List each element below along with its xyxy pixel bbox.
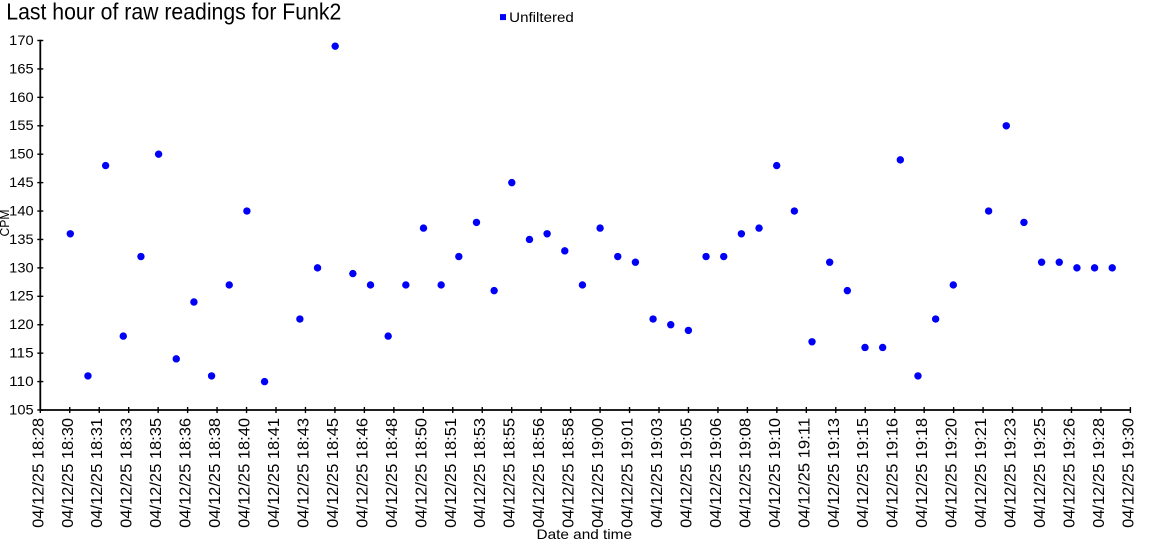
svg-text:04/12/25 19:03: 04/12/25 19:03: [649, 418, 666, 528]
svg-text:04/12/25 18:40: 04/12/25 18:40: [237, 418, 254, 528]
svg-text:04/12/25 18:46: 04/12/25 18:46: [354, 418, 371, 528]
svg-text:04/12/25 18:38: 04/12/25 18:38: [207, 418, 224, 528]
svg-text:105: 105: [9, 401, 34, 417]
svg-text:04/12/25 18:30: 04/12/25 18:30: [60, 418, 77, 528]
svg-text:04/12/25 18:31: 04/12/25 18:31: [89, 418, 106, 528]
svg-text:130: 130: [9, 259, 34, 275]
svg-text:04/12/25 19:28: 04/12/25 19:28: [1091, 418, 1108, 528]
svg-text:04/12/25 18:45: 04/12/25 18:45: [325, 418, 342, 528]
svg-text:04/12/25 18:43: 04/12/25 18:43: [295, 418, 312, 528]
svg-text:04/12/25 18:53: 04/12/25 18:53: [472, 418, 489, 528]
svg-text:04/12/25 18:33: 04/12/25 18:33: [119, 418, 136, 528]
svg-text:04/12/25 19:05: 04/12/25 19:05: [678, 418, 695, 528]
svg-text:04/12/25 18:55: 04/12/25 18:55: [502, 418, 519, 528]
svg-text:04/12/25 19:00: 04/12/25 19:00: [590, 418, 607, 528]
svg-text:04/12/25 18:35: 04/12/25 18:35: [148, 418, 165, 528]
svg-text:04/12/25 18:48: 04/12/25 18:48: [384, 418, 401, 528]
svg-text:04/12/25 19:01: 04/12/25 19:01: [620, 418, 637, 528]
svg-text:04/12/25 19:20: 04/12/25 19:20: [944, 418, 961, 528]
svg-text:04/12/25 19:15: 04/12/25 19:15: [855, 418, 872, 528]
svg-text:04/12/25 18:28: 04/12/25 18:28: [30, 418, 47, 528]
svg-text:125: 125: [9, 288, 34, 304]
svg-text:140: 140: [9, 202, 34, 218]
svg-text:150: 150: [9, 146, 34, 162]
svg-text:04/12/25 19:21: 04/12/25 19:21: [973, 418, 990, 528]
svg-text:Unfiltered: Unfiltered: [509, 10, 574, 25]
svg-text:04/12/25 19:30: 04/12/25 19:30: [1120, 418, 1137, 528]
svg-text:04/12/25 18:58: 04/12/25 18:58: [561, 418, 578, 528]
svg-text:04/12/25 19:11: 04/12/25 19:11: [796, 418, 813, 528]
svg-text:120: 120: [9, 316, 34, 332]
svg-text:Last hour of raw readings for: Last hour of raw readings for Funk2: [6, 0, 341, 25]
svg-text:04/12/25 18:41: 04/12/25 18:41: [266, 418, 283, 528]
svg-text:04/12/25 19:13: 04/12/25 19:13: [826, 418, 843, 528]
svg-text:04/12/25 18:50: 04/12/25 18:50: [413, 418, 430, 528]
svg-text:CPM: CPM: [0, 210, 12, 237]
svg-text:04/12/25 18:56: 04/12/25 18:56: [531, 418, 548, 528]
svg-text:110: 110: [9, 373, 34, 389]
svg-text:115: 115: [9, 345, 34, 361]
svg-text:04/12/25 19:25: 04/12/25 19:25: [1032, 418, 1049, 528]
svg-text:04/12/25 19:10: 04/12/25 19:10: [767, 418, 784, 528]
svg-text:04/12/25 18:51: 04/12/25 18:51: [443, 418, 460, 528]
svg-text:04/12/25 19:23: 04/12/25 19:23: [1003, 418, 1020, 528]
svg-text:04/12/25 19:06: 04/12/25 19:06: [708, 418, 725, 528]
svg-text:160: 160: [9, 89, 34, 105]
svg-text:04/12/25 19:16: 04/12/25 19:16: [885, 418, 902, 528]
svg-text:04/12/25 19:26: 04/12/25 19:26: [1061, 418, 1078, 528]
svg-text:165: 165: [9, 60, 34, 76]
svg-text:Date and time: Date and time: [537, 526, 633, 542]
svg-text:04/12/25 18:36: 04/12/25 18:36: [178, 418, 195, 528]
svg-text:135: 135: [9, 231, 34, 247]
svg-text:170: 170: [9, 32, 34, 48]
svg-text:155: 155: [9, 117, 34, 133]
svg-text:145: 145: [9, 174, 34, 190]
svg-text:04/12/25 19:18: 04/12/25 19:18: [914, 418, 931, 528]
svg-text:04/12/25 19:08: 04/12/25 19:08: [737, 418, 754, 528]
